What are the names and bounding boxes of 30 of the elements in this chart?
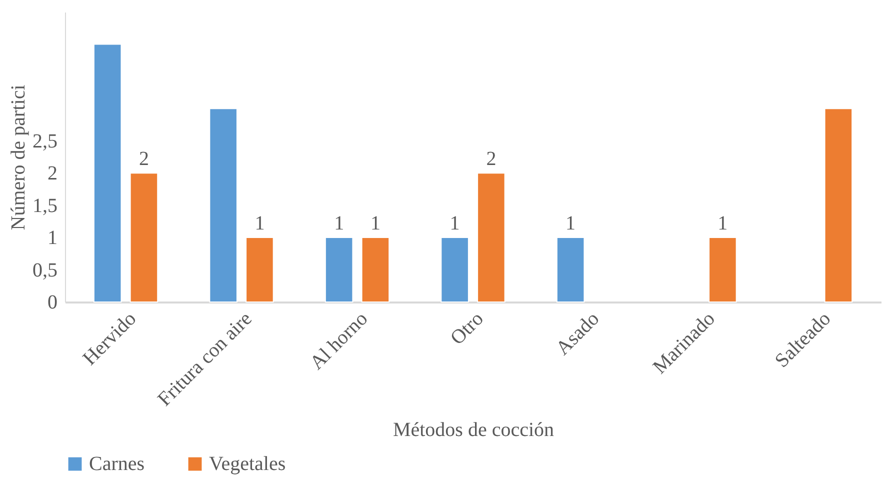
bar — [324, 237, 354, 302]
bar — [361, 237, 390, 302]
data-label: 1 — [254, 212, 265, 235]
y-tick-label: 2 — [48, 162, 58, 185]
bar — [93, 44, 122, 302]
data-label: 1 — [566, 212, 576, 235]
data-label: 2 — [486, 148, 496, 170]
x-axis-title: Métodos de cocción — [392, 418, 554, 441]
y-tick-label: 0 — [48, 292, 58, 314]
y-axis-title: Número de partici — [8, 84, 30, 230]
bar — [246, 237, 274, 302]
y-tick-label: 1 — [48, 227, 58, 250]
bar — [209, 108, 238, 302]
bar — [824, 108, 853, 302]
bar — [130, 172, 158, 302]
data-label: 1 — [370, 212, 380, 235]
bar — [708, 237, 737, 302]
bar — [440, 237, 469, 302]
y-tick-label: 2,5 — [32, 130, 58, 152]
x-tick-label: Otro — [446, 308, 488, 350]
y-tick-label: 1,5 — [32, 194, 58, 217]
legend-label: Carnes — [89, 453, 145, 475]
data-label: 2 — [138, 148, 149, 170]
data-label: 1 — [718, 212, 728, 235]
data-label: 1 — [450, 212, 460, 235]
y-tick-label: 0,5 — [32, 259, 58, 282]
bar — [477, 172, 506, 302]
data-label: 1 — [334, 212, 344, 235]
bar — [556, 237, 585, 302]
legend-label: Vegetales — [209, 453, 286, 475]
